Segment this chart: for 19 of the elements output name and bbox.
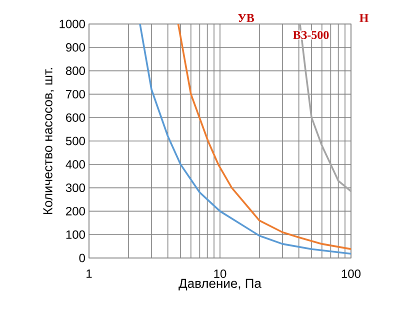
y-tick-label: 300	[66, 184, 86, 192]
y-tick-label: 600	[66, 113, 86, 122]
y-tick-label: 500	[66, 136, 86, 146]
x-tick-label: 100	[342, 270, 361, 278]
annotation: ВЗ-500	[293, 30, 329, 40]
y-tick-label: 1000	[60, 20, 86, 28]
y-tick-label: 900	[66, 43, 86, 52]
y-tick-label: 200	[66, 206, 86, 216]
x-tick-label: 10	[214, 270, 226, 278]
x-tick-label: 1	[86, 270, 92, 278]
y-tick-label: 400	[66, 160, 86, 169]
x-axis-title: Давление, Па	[178, 278, 262, 290]
y-tick-label: 700	[66, 90, 86, 98]
y-tick-label: 800	[66, 66, 86, 76]
y-tick-label: 0	[79, 254, 86, 262]
text: Н	[360, 14, 368, 22]
y-axis-title: Количество насосов, шт.	[43, 68, 54, 214]
text: УВ	[238, 14, 254, 22]
y-tick-label: 100	[66, 230, 86, 239]
